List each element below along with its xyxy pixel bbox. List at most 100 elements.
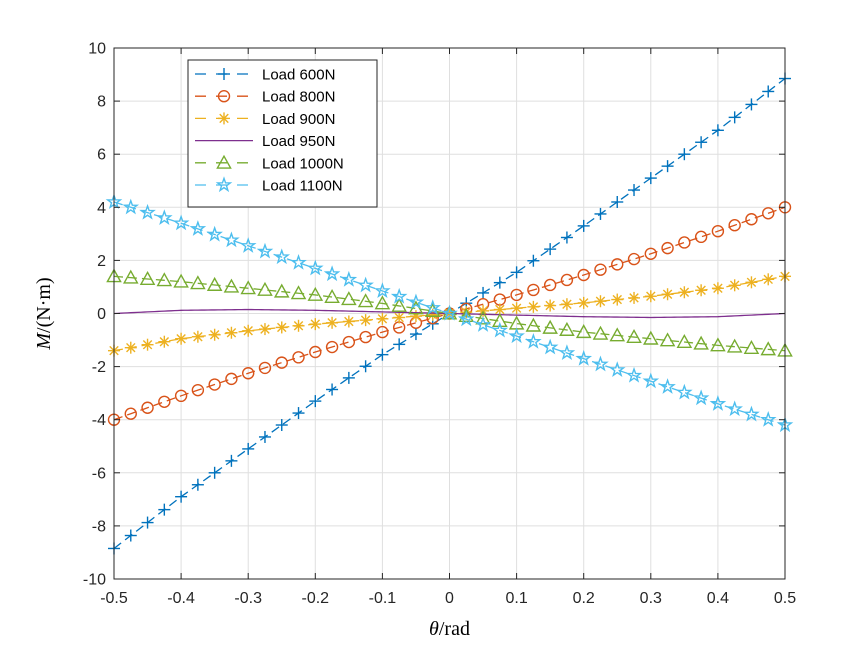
data-point — [175, 490, 188, 503]
data-point — [191, 383, 205, 397]
legend-label: Load 800N — [262, 89, 335, 106]
marker-stroke — [713, 283, 723, 294]
marker-stroke — [209, 330, 220, 340]
data-point — [694, 230, 708, 244]
data-point — [393, 338, 406, 351]
data-point — [391, 297, 407, 312]
data-point — [728, 111, 741, 124]
data-point — [661, 160, 674, 173]
data-point — [257, 281, 273, 296]
data-point — [191, 330, 204, 343]
legend-entry: Load 600N — [195, 67, 335, 84]
data-point — [510, 266, 523, 279]
data-point — [644, 172, 657, 185]
data-point — [474, 316, 492, 332]
legend-items: Load 600N Load 800N Load 900N Load 950N Load… — [195, 67, 344, 195]
data-point — [762, 85, 775, 98]
marker-stroke — [176, 333, 186, 344]
data-point — [139, 270, 156, 285]
data-point — [711, 224, 725, 238]
data-point — [678, 236, 691, 249]
marker-stroke — [226, 328, 237, 338]
data-point — [692, 389, 710, 406]
y-tick-label: -6 — [92, 465, 106, 482]
data-point — [342, 335, 356, 349]
data-point — [342, 371, 355, 384]
x-axis-label: θ/rad — [429, 618, 470, 640]
data-point — [139, 203, 156, 220]
data-point — [659, 378, 676, 394]
data-point — [628, 184, 641, 197]
y-tick-label: 8 — [97, 94, 106, 111]
data-point — [678, 286, 691, 299]
series-5 — [105, 193, 794, 433]
data-point — [644, 290, 657, 303]
data-point — [141, 338, 154, 351]
data-point — [525, 317, 542, 332]
data-point — [258, 323, 271, 336]
marker-stroke — [545, 300, 555, 311]
data-point — [543, 278, 557, 292]
data-point — [241, 367, 255, 380]
data-point — [141, 516, 154, 529]
data-point — [661, 241, 674, 255]
data-point — [191, 478, 204, 491]
data-point — [493, 276, 506, 289]
data-point — [560, 273, 574, 287]
data-point — [745, 98, 758, 111]
data-point — [258, 361, 272, 375]
data-point — [323, 265, 341, 282]
data-point — [275, 321, 288, 334]
legend-label: Load 600N — [262, 67, 335, 84]
y-tick-label: -10 — [83, 572, 106, 589]
data-point — [759, 410, 777, 427]
data-point — [225, 454, 238, 467]
data-point — [175, 332, 188, 345]
data-point — [424, 299, 442, 315]
data-point — [242, 442, 255, 455]
y-tick-labels: -10 -8 -6 -4 -2 0 2 4 6 8 10 — [83, 41, 106, 589]
data-point — [728, 219, 741, 232]
data-point — [510, 288, 523, 302]
marker-stroke — [562, 299, 572, 309]
data-point — [124, 529, 137, 542]
y-tick-label: 6 — [97, 147, 106, 164]
data-point — [644, 247, 657, 260]
series-layer — [105, 72, 794, 555]
data-point — [560, 298, 573, 311]
data-point — [376, 348, 389, 361]
data-point — [124, 407, 137, 420]
marker-stroke — [595, 296, 606, 306]
marker-stroke — [126, 342, 136, 353]
data-point — [156, 272, 173, 287]
data-point — [341, 291, 357, 306]
data-point — [409, 328, 422, 341]
data-point — [273, 248, 291, 265]
marker-stroke — [159, 336, 170, 347]
data-point — [122, 269, 139, 284]
data-point — [594, 207, 607, 220]
x-tick-label: 0.5 — [774, 590, 796, 607]
x-tick-label: -0.1 — [369, 590, 397, 607]
data-point — [158, 335, 171, 348]
data-point — [189, 220, 207, 236]
data-point — [577, 219, 590, 232]
data-point — [390, 287, 408, 304]
data-point — [558, 344, 576, 361]
data-point — [309, 395, 322, 408]
data-point — [309, 345, 322, 359]
data-point — [661, 288, 674, 301]
data-point — [592, 325, 609, 340]
x-tick-label: -0.5 — [100, 590, 128, 607]
data-point — [376, 325, 389, 339]
data-point — [441, 304, 458, 321]
data-point — [342, 315, 355, 328]
data-point — [743, 405, 760, 422]
data-point — [218, 112, 230, 125]
data-point — [592, 355, 609, 372]
marker-stroke — [360, 315, 371, 325]
marker-stroke — [679, 287, 690, 297]
y-axis-label-symbol: M — [33, 332, 55, 351]
x-axis-label-unit: /rad — [439, 618, 470, 640]
data-point — [760, 341, 777, 356]
